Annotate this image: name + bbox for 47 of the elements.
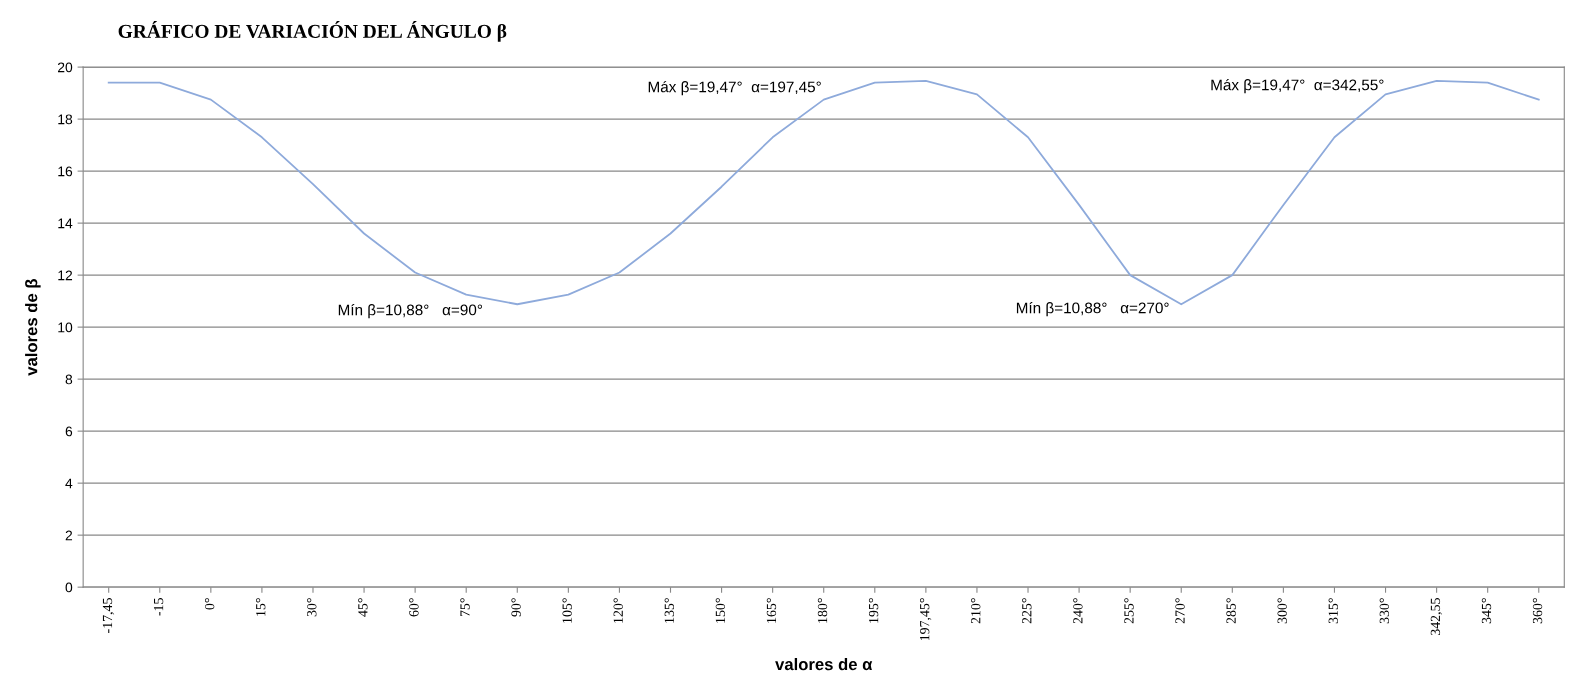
- x-tick-label: 120°: [613, 598, 623, 623]
- x-tick-label: 30°: [307, 598, 317, 617]
- x-tick-label: 360°: [1532, 598, 1543, 624]
- y-tick-label: 18: [58, 114, 73, 125]
- y-tick-label: 16: [58, 166, 73, 177]
- x-tick-label: 342,55: [1430, 598, 1443, 636]
- x-tick-label: 180°: [817, 598, 828, 623]
- x-tick-label: 150°: [715, 598, 726, 623]
- annotation: Mín β=10,88° α=90°: [338, 303, 483, 319]
- x-tick-label: 15°: [256, 598, 266, 616]
- x-tick-label: 45°: [358, 598, 368, 617]
- y-tick-label: 20: [57, 62, 73, 73]
- x-tick-label: 240°: [1073, 598, 1083, 624]
- x-tick-label: 0°: [204, 598, 215, 610]
- x-tick-label: 197,45°: [919, 598, 932, 641]
- x-tick-label: 60°: [409, 598, 419, 617]
- y-tick-label: 6: [65, 426, 73, 437]
- annotation: Máx β=19,47° α=342,55°: [1211, 78, 1384, 94]
- x-tick-label: 285°: [1226, 598, 1236, 624]
- annotation: Mín β=10,88° α=270°: [1016, 301, 1169, 317]
- x-axis-title: valores de α: [775, 657, 873, 671]
- x-tick-label: 195°: [868, 598, 879, 623]
- x-tick-label: 210°: [971, 598, 981, 624]
- x-tick-label: 135°: [664, 598, 674, 623]
- x-tick-label: 105°: [562, 598, 572, 623]
- x-tick-label: 90°: [511, 598, 521, 617]
- y-tick-label: 10: [58, 322, 73, 333]
- x-tick-label: -17,45: [102, 598, 115, 633]
- x-tick-label: 300°: [1277, 598, 1287, 624]
- y-tick-label: 12: [58, 270, 73, 281]
- y-tick-label: 4: [65, 478, 73, 489]
- chart-title: GRÁFICO DE VARIACIÓN DEL ÁNGULO β: [118, 21, 507, 42]
- annotation: Máx β=19,47° α=197,45°: [648, 80, 821, 96]
- x-tick-label: 75°: [460, 598, 470, 617]
- y-tick-label: 0: [65, 582, 73, 593]
- y-tick-label: 8: [65, 374, 73, 385]
- x-tick-label: 345°: [1481, 598, 1492, 624]
- x-tick-label: -15: [153, 598, 164, 616]
- x-tick-label: 315°: [1328, 598, 1338, 624]
- y-tick-label: 2: [65, 530, 73, 541]
- x-tick-label: 255°: [1124, 598, 1134, 624]
- y-tick-label: 14: [58, 218, 73, 229]
- x-tick-label: 225°: [1022, 598, 1032, 624]
- y-axis-title: valores de β: [25, 279, 41, 376]
- x-tick-label: 270°: [1175, 598, 1185, 624]
- x-tick-label: 165°: [766, 598, 777, 623]
- x-tick-label: 330°: [1379, 598, 1390, 624]
